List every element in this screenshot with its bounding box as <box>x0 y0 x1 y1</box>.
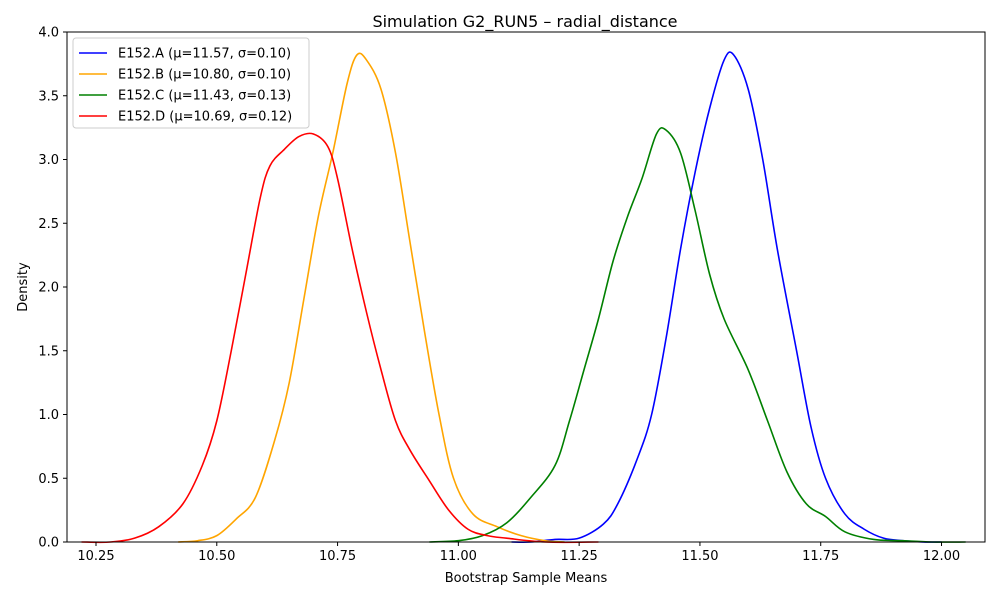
chart-title: Simulation G2_RUN5 – radial_distance <box>372 12 677 32</box>
x-tick-label: 11.50 <box>681 549 718 564</box>
series-layer <box>81 51 966 544</box>
y-tick-label: 1.0 <box>38 408 59 423</box>
y-tick-label: 3.5 <box>38 89 59 104</box>
series-line-b <box>178 52 565 543</box>
y-tick-label: 2.5 <box>38 217 59 232</box>
series-line-a <box>511 51 942 543</box>
legend-box <box>72 37 310 129</box>
legend-label: E152.A (μ=11.57, σ=0.10) <box>118 47 291 62</box>
x-axis: 10.25 10.50 10.75 11.00 11.25 11.50 11.75 12.00 <box>77 542 960 564</box>
x-tick-label: 11.00 <box>440 549 477 564</box>
y-tick-label: 0.0 <box>38 536 59 551</box>
y-tick-label: 2.0 <box>38 281 59 296</box>
series-line-d <box>81 132 599 544</box>
y-tick-label: 3.0 <box>38 153 59 168</box>
legend-label: E152.D (μ=10.69, σ=0.12) <box>118 110 292 125</box>
x-axis-label: Bootstrap Sample Means <box>445 571 608 586</box>
y-axis: 0.0 0.5 1.0 1.5 2.0 2.5 3.0 3.5 4.0 <box>38 26 67 551</box>
y-axis-label: Density <box>16 262 31 312</box>
legend-label: E152.C (μ=11.43, σ=0.13) <box>118 89 291 104</box>
x-tick-label: 10.75 <box>319 549 356 564</box>
x-tick-label: 11.25 <box>561 549 598 564</box>
x-tick-label: 11.75 <box>802 549 839 564</box>
series-line-c <box>429 127 966 543</box>
x-tick-label: 10.25 <box>77 549 114 564</box>
y-tick-label: 1.5 <box>38 344 59 359</box>
x-tick-label: 12.00 <box>923 549 960 564</box>
legend-label: E152.B (μ=10.80, σ=0.10) <box>118 68 291 83</box>
y-tick-label: 4.0 <box>38 26 59 41</box>
legend: E152.A (μ=11.57, σ=0.10) E152.B (μ=10.80,… <box>72 37 310 129</box>
y-tick-label: 0.5 <box>38 472 59 487</box>
x-tick-label: 10.50 <box>198 549 235 564</box>
